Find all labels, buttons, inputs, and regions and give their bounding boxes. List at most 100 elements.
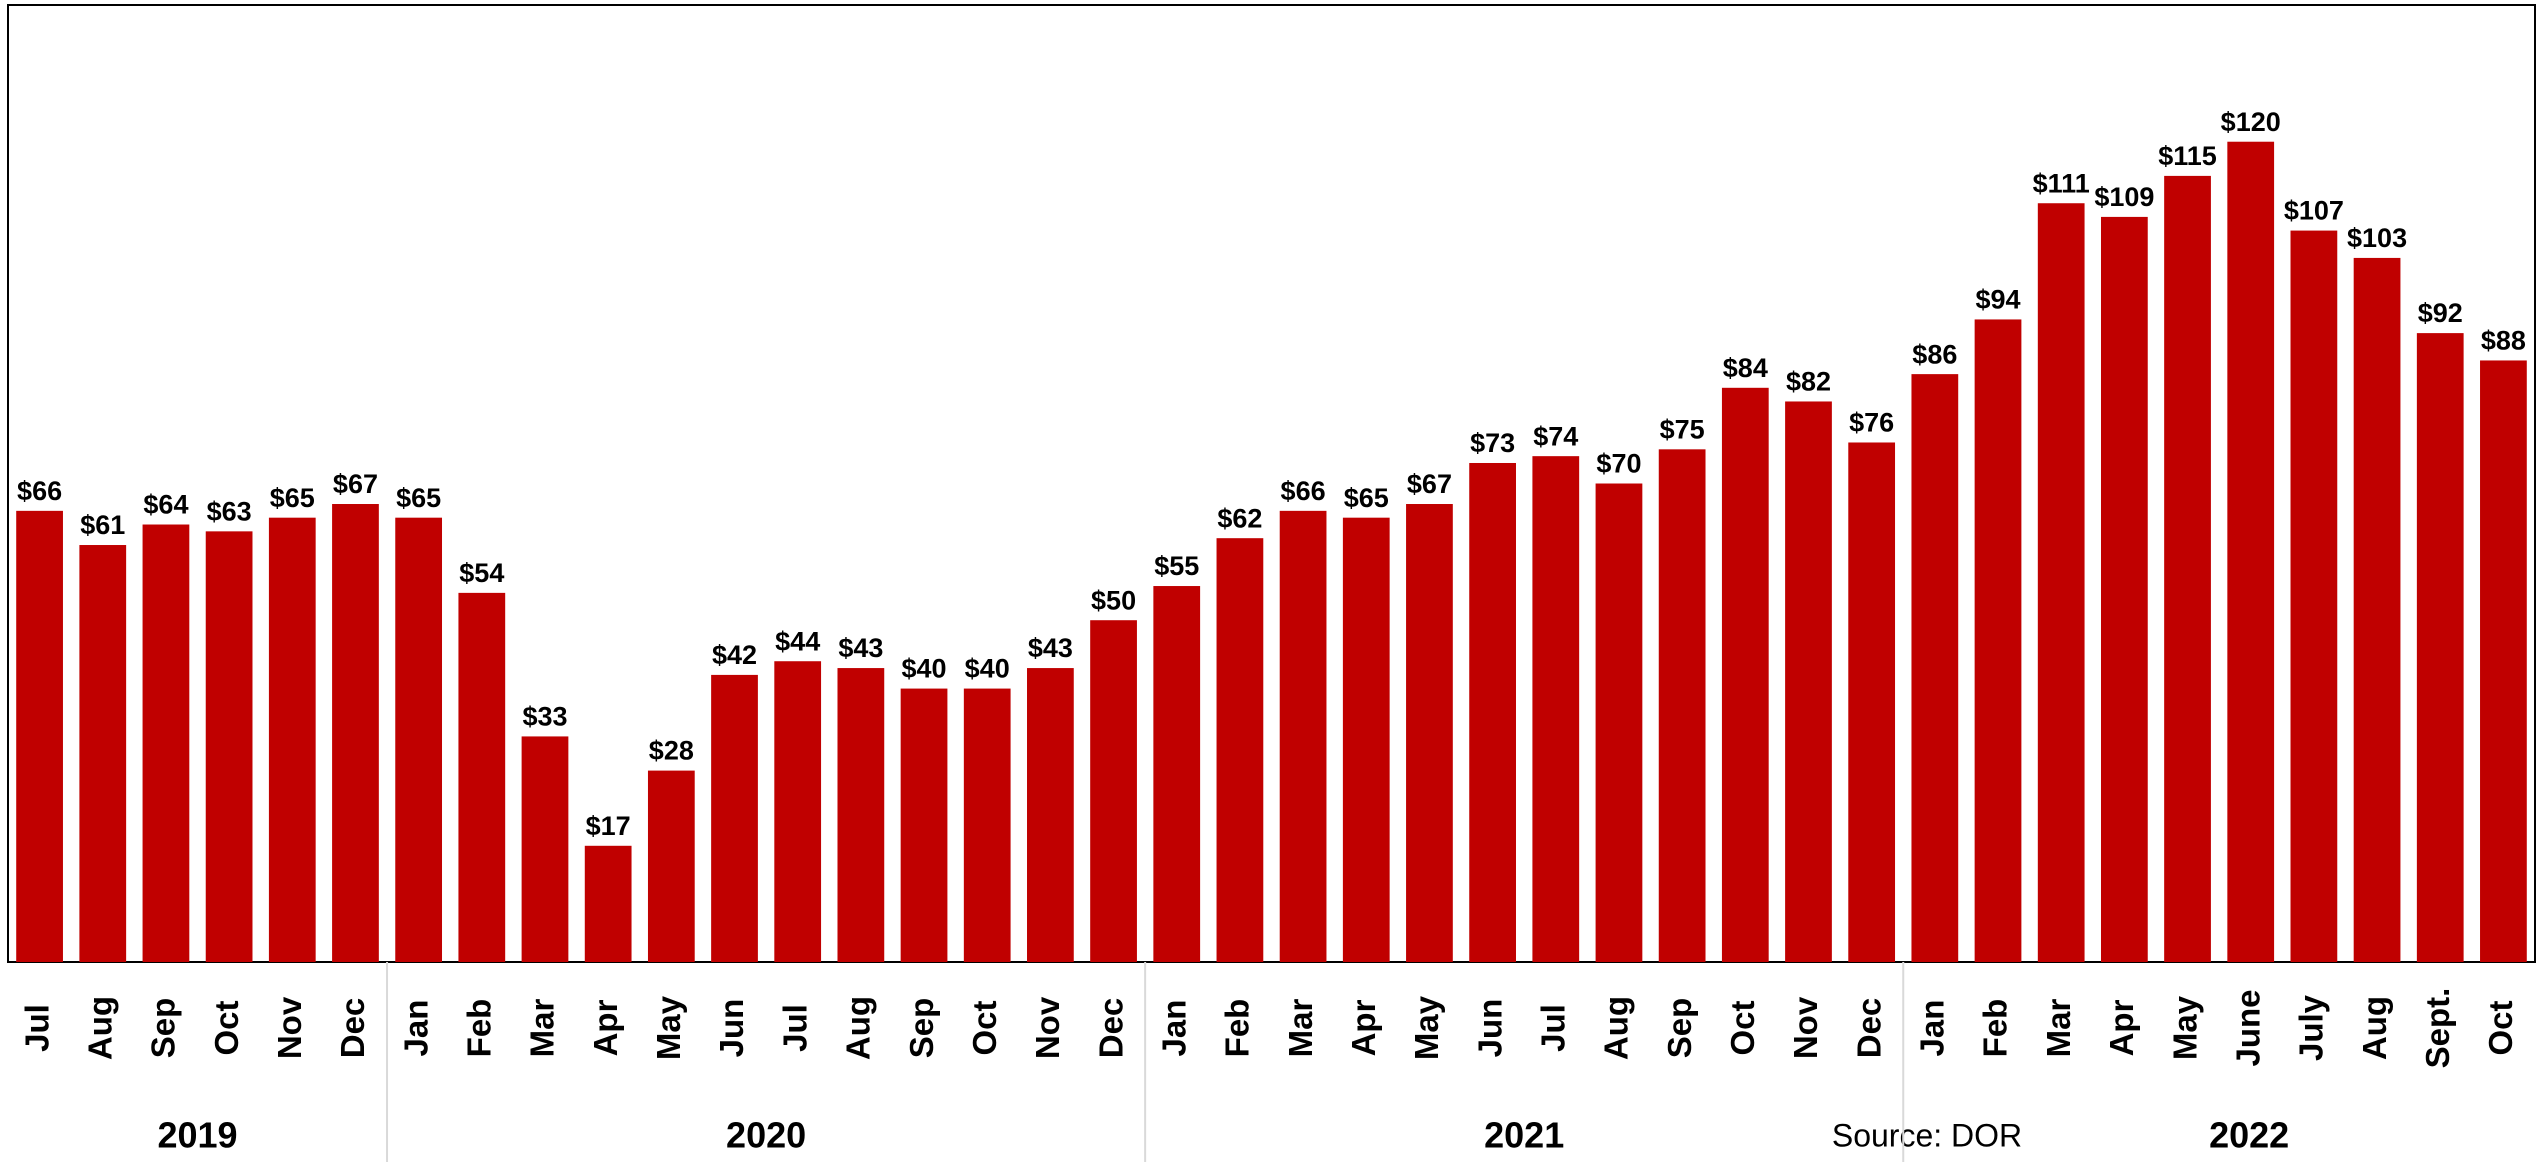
- bar: [584, 845, 632, 962]
- x-tick-label: Oct: [1724, 1000, 1761, 1055]
- bar: [79, 545, 127, 962]
- bar: [2480, 360, 2527, 962]
- x-tick-label: Jul: [1535, 1004, 1572, 1052]
- x-tick-label: Sep: [145, 998, 182, 1059]
- x-tick-label: Oct: [208, 1000, 245, 1055]
- value-label: $66: [1281, 476, 1326, 506]
- value-label: $66: [17, 476, 62, 506]
- bar: [1090, 620, 1137, 962]
- x-tick-label: Mar: [1282, 999, 1319, 1058]
- x-tick-label: Dec: [1092, 998, 1129, 1059]
- value-label: $67: [333, 469, 378, 499]
- x-tick-label: Jan: [1914, 1000, 1951, 1057]
- bar: [1911, 374, 1959, 963]
- bar: [2227, 141, 2275, 962]
- bar: [837, 668, 885, 962]
- x-tick-label: May: [2166, 995, 2203, 1060]
- bar: [1406, 504, 1453, 962]
- x-tick-label: Jul: [776, 1004, 813, 1052]
- value-label: $73: [1470, 428, 1515, 458]
- value-label: $44: [775, 626, 820, 656]
- value-label: $103: [2347, 223, 2407, 253]
- value-label: $74: [1533, 421, 1578, 451]
- bar: [16, 510, 63, 962]
- value-label: $61: [80, 510, 125, 540]
- value-label: $50: [1091, 585, 1136, 615]
- value-label: $55: [1154, 551, 1199, 581]
- bar: [458, 592, 506, 962]
- x-tick-label: Feb: [461, 999, 498, 1058]
- value-label: $62: [1217, 503, 1262, 533]
- x-tick-label: Nov: [1787, 996, 1824, 1059]
- bar: [268, 517, 316, 962]
- value-label: $28: [649, 736, 694, 766]
- value-label: $43: [1028, 633, 1073, 663]
- value-label: $65: [270, 483, 315, 513]
- bar: [900, 688, 948, 962]
- value-label: $65: [1344, 483, 1389, 513]
- bar: [1153, 586, 1201, 962]
- bar: [1027, 668, 1074, 962]
- group-label: 2021: [1484, 1115, 1564, 1156]
- plot-frame: [7, 4, 2536, 963]
- x-tick-label: Feb: [1219, 999, 1256, 1058]
- value-label: $70: [1596, 449, 1641, 479]
- bar: [1342, 517, 1390, 962]
- x-tick-label: Jan: [397, 1000, 434, 1057]
- x-tick-label: May: [1408, 995, 1445, 1060]
- x-tick-label: Jun: [1471, 999, 1508, 1058]
- x-tick-label: Apr: [1345, 999, 1382, 1056]
- x-tick-label: Jan: [1155, 1000, 1192, 1057]
- group-label: 2020: [726, 1115, 806, 1156]
- x-tick-label: Sep: [1661, 998, 1698, 1059]
- value-label: $92: [2418, 298, 2463, 328]
- bar: [2353, 257, 2401, 963]
- bar: [1721, 387, 1769, 962]
- x-tick-label: Aug: [840, 996, 877, 1060]
- value-label: $109: [2094, 182, 2154, 212]
- x-tick-label: Sep: [903, 998, 940, 1059]
- x-tick-label: Dec: [334, 998, 371, 1059]
- bar: [711, 674, 758, 962]
- value-label: $75: [1660, 414, 1705, 444]
- value-label: $54: [459, 558, 504, 588]
- bar: [2416, 333, 2464, 963]
- x-tick-label: Dec: [1850, 998, 1887, 1059]
- value-label: $67: [1407, 469, 1452, 499]
- x-tick-label: Feb: [1977, 999, 2014, 1058]
- value-label: $94: [1975, 285, 2020, 315]
- bar: [647, 770, 695, 962]
- x-tick-label: Oct: [2482, 1000, 2519, 1055]
- bar: [963, 688, 1011, 962]
- source-note: Source: DOR: [1832, 1117, 2022, 1153]
- bar: [2290, 230, 2338, 963]
- bar: [205, 531, 253, 962]
- x-tick-label: Nov: [271, 996, 308, 1059]
- bar: [1216, 538, 1264, 962]
- x-tick-label: May: [650, 995, 687, 1060]
- value-label: $115: [2158, 141, 2217, 171]
- value-label: $63: [207, 496, 252, 526]
- bar: [1658, 449, 1706, 963]
- x-tick-label: Mar: [2040, 999, 2077, 1058]
- group-label: 2022: [2209, 1115, 2289, 1156]
- x-tick-label: Sept.: [2419, 988, 2456, 1069]
- value-label: $84: [1723, 353, 1768, 383]
- bar: [1469, 462, 1516, 962]
- value-label: $40: [965, 654, 1010, 684]
- bar: [1785, 401, 1832, 962]
- value-label: $40: [902, 654, 947, 684]
- value-label: $86: [1912, 339, 1957, 369]
- bar: [1974, 319, 2022, 962]
- value-label: $76: [1849, 408, 1894, 438]
- x-tick-label: Aug: [1598, 996, 1635, 1060]
- value-label: $88: [2481, 326, 2526, 356]
- x-tick-label: Apr: [587, 999, 624, 1056]
- bar: [1595, 483, 1643, 962]
- value-label: $65: [396, 483, 441, 513]
- x-tick-label: Apr: [2103, 999, 2140, 1056]
- value-label: $82: [1786, 367, 1831, 397]
- x-tick-label: Jun: [713, 999, 750, 1058]
- bar: [774, 661, 822, 962]
